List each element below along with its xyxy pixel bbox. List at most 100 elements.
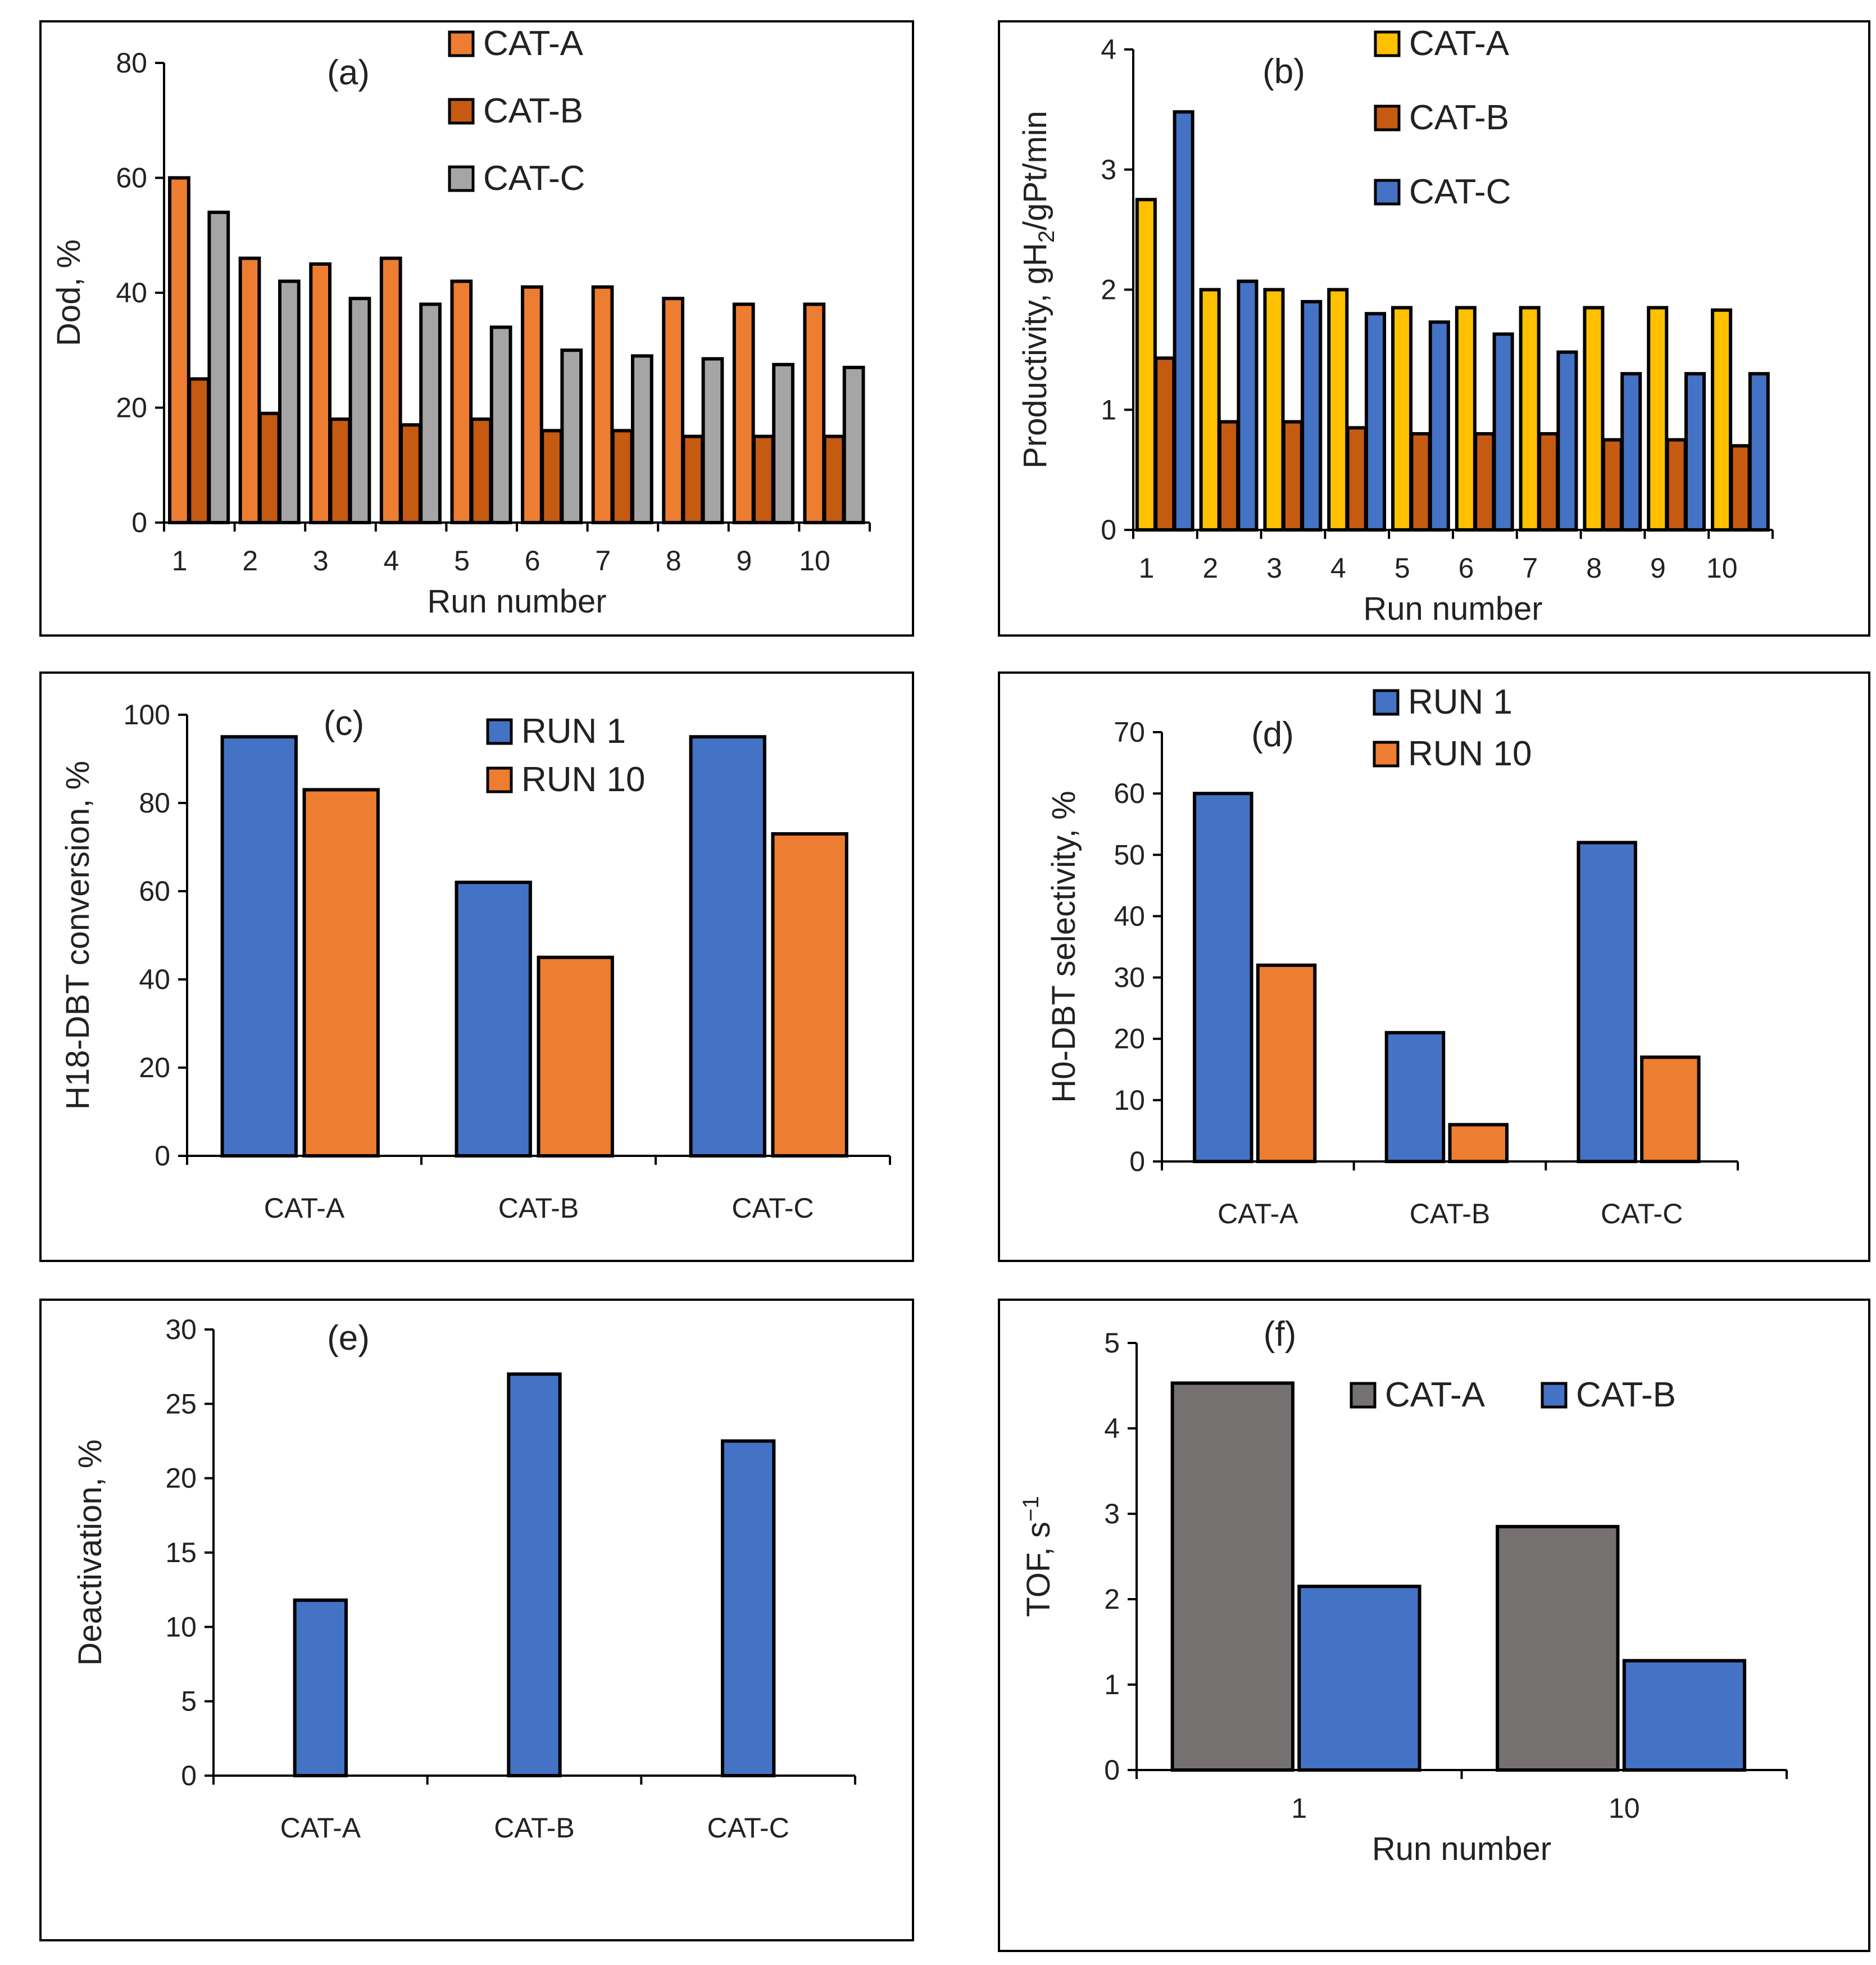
bar-cat-c-9 xyxy=(1684,372,1706,532)
legend-label: CAT-C xyxy=(483,159,585,198)
x-tick-label: 7 xyxy=(595,545,611,577)
legend-swatch xyxy=(448,165,475,192)
y-tick-label: 0 xyxy=(1101,514,1116,546)
y-tick-label: 20 xyxy=(1114,1023,1145,1055)
bar-deactivation-cat-a xyxy=(293,1598,348,1778)
y-tick-label: 3 xyxy=(1101,154,1116,185)
panel-title: (c) xyxy=(324,704,364,743)
y-tick-label: 25 xyxy=(165,1388,197,1419)
y-tick-label: 3 xyxy=(1104,1498,1120,1530)
y-tick-label: 10 xyxy=(1114,1084,1145,1116)
panel-title: (f) xyxy=(1264,1315,1297,1354)
y-tick-label: 4 xyxy=(1101,34,1116,65)
bar-cat-a-9 xyxy=(732,302,755,524)
legend: CAT-A CAT-B CAT-C xyxy=(1374,24,1511,211)
x-tick-label: CAT-A xyxy=(1218,1198,1298,1229)
y-axis-label: Deactivation, % xyxy=(72,1440,108,1666)
chart-panel-d: 0 10 20 30 40 50 60 70 CAT-A CAT-B CAT-C H0-DBT sel… xyxy=(998,671,1870,1262)
bar-cat-a-10 xyxy=(1496,1524,1620,1772)
bar-cat-b-7 xyxy=(1538,432,1560,532)
bar-cat-b-9 xyxy=(752,434,775,524)
x-tick-label: 3 xyxy=(313,545,329,577)
legend-label: CAT-A xyxy=(483,24,584,63)
bar-cat-a-4 xyxy=(379,256,402,524)
y-axis-label: Dod, % xyxy=(51,239,87,346)
bar-cat-b-5 xyxy=(470,417,493,525)
bar-cat-a-8 xyxy=(1583,306,1605,532)
y-tick-label: 15 xyxy=(165,1537,197,1568)
legend: RUN 1 RUN 10 xyxy=(486,712,646,799)
y-label-script: 2 xyxy=(1034,230,1059,243)
bar-cat-a-1 xyxy=(1170,1381,1294,1772)
y-tick-label: 20 xyxy=(139,1052,170,1083)
bar-cat-a-2 xyxy=(238,256,261,524)
y-label-script: −1 xyxy=(1019,1496,1043,1522)
y-tick-label: 30 xyxy=(165,1314,197,1345)
bar-cat-b-1 xyxy=(1154,356,1176,532)
legend: CAT-A CAT-B CAT-C xyxy=(448,24,585,198)
bar-cat-b-6 xyxy=(540,429,563,525)
x-tick-label: 4 xyxy=(1330,552,1346,584)
y-tick-label: 0 xyxy=(1129,1146,1145,1177)
bar-cat-b-8 xyxy=(1601,438,1623,532)
panel-title: (e) xyxy=(327,1319,370,1358)
legend-swatch xyxy=(1374,30,1401,57)
y-tick-label: 5 xyxy=(181,1686,197,1717)
x-axis-label: Run number xyxy=(1372,1831,1551,1867)
bar-cat-b-1 xyxy=(1297,1585,1421,1772)
y-tick-label: 1 xyxy=(1104,1669,1120,1700)
x-tick-label: 7 xyxy=(1522,552,1538,584)
legend-label: CAT-C xyxy=(1409,173,1511,211)
x-tick-label: 9 xyxy=(737,545,752,577)
bar-cat-b-3 xyxy=(1282,420,1303,532)
y-axis-label: H0-DBT selectivity, % xyxy=(1046,791,1082,1102)
y-label-part: Productivity, gH xyxy=(1017,243,1053,469)
x-tick-label: 8 xyxy=(666,545,682,577)
bar-cat-b-3 xyxy=(329,417,352,525)
bar-cat-c-7 xyxy=(630,354,653,524)
bar-cat-c-8 xyxy=(701,357,724,525)
bar-cat-b-1 xyxy=(188,377,210,524)
bar-run-10-cat-a xyxy=(1256,963,1317,1163)
y-tick-label: 2 xyxy=(1104,1583,1120,1615)
x-tick-label: 10 xyxy=(799,545,830,577)
bar-cat-b-10 xyxy=(1729,444,1751,532)
y-tick-label: 60 xyxy=(1114,778,1145,809)
chart-panel-f: 0 1 2 3 4 5 1 10 Run number TOF, s−1 (f) CAT-A CAT-B xyxy=(998,1299,1870,1952)
y-tick-label: 40 xyxy=(116,277,147,308)
y-label-part: /gPt/min xyxy=(1017,111,1053,230)
legend-label: CAT-B xyxy=(1576,1376,1676,1414)
legend-label: CAT-A xyxy=(1385,1376,1486,1414)
x-tick-label: 2 xyxy=(242,545,258,577)
bar-cat-c-8 xyxy=(1620,372,1642,532)
panel-frame xyxy=(998,1299,1870,1952)
panel-title: (a) xyxy=(327,53,370,92)
bar-run-1-cat-a xyxy=(220,735,298,1158)
x-tick-label: CAT-B xyxy=(494,1812,575,1844)
y-tick-label: 50 xyxy=(1114,839,1145,870)
y-label-part: TOF, s xyxy=(1020,1522,1057,1617)
panel-title: (d) xyxy=(1251,715,1294,754)
legend-swatch xyxy=(448,98,475,125)
y-tick-label: 70 xyxy=(1114,716,1145,748)
bar-cat-c-10 xyxy=(842,365,865,524)
y-axis-label: Productivity, gH2/gPt/min xyxy=(1017,111,1059,469)
legend-swatch xyxy=(1374,179,1401,206)
bar-cat-c-5 xyxy=(489,325,512,524)
y-tick-label: 1 xyxy=(1101,394,1116,425)
bar-cat-a-5 xyxy=(1391,306,1413,532)
bar-cat-a-1 xyxy=(168,176,190,524)
chart-panel-e: 0 5 10 15 20 25 30 CAT-A CAT-B CAT-C Deactivation,… xyxy=(39,1299,914,1941)
legend-label: RUN 1 xyxy=(1408,683,1512,721)
y-tick-label: 0 xyxy=(181,1760,197,1791)
x-tick-label: 5 xyxy=(1394,552,1410,584)
y-tick-label: 10 xyxy=(165,1611,197,1642)
x-tick-label: 1 xyxy=(172,545,188,577)
bar-cat-b-4 xyxy=(1346,426,1368,532)
y-tick-label: 0 xyxy=(131,507,147,538)
x-tick-label: 6 xyxy=(1459,552,1474,584)
x-tick-label: 5 xyxy=(454,545,470,577)
legend: RUN 1 RUN 10 xyxy=(1373,683,1532,773)
x-tick-label: CAT-B xyxy=(1410,1198,1491,1229)
